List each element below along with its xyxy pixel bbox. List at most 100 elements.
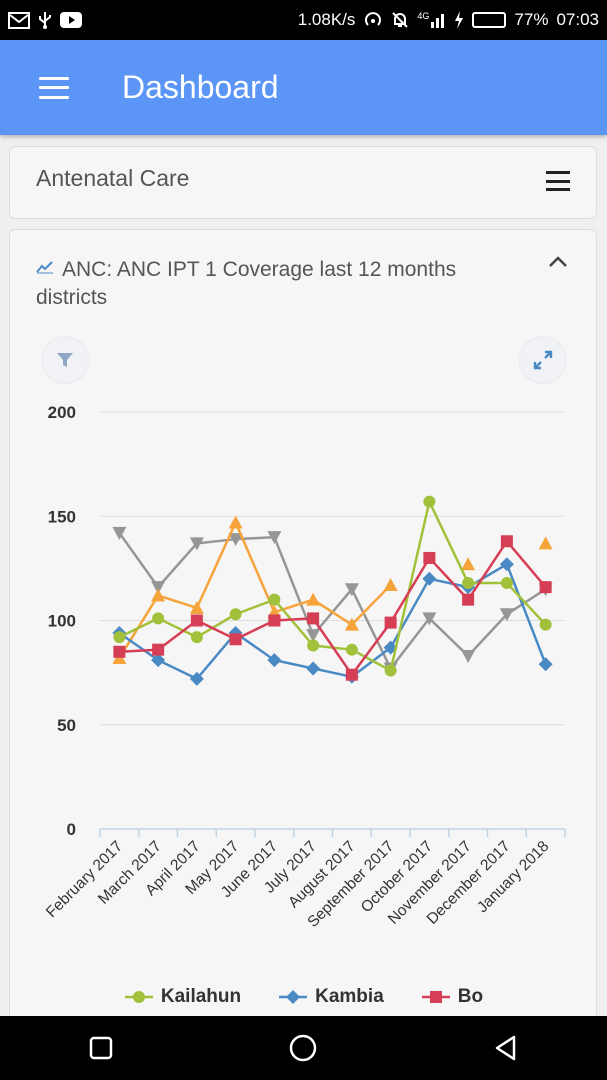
data-point (151, 653, 166, 668)
data-point (462, 576, 475, 589)
legend-marker (421, 991, 450, 1003)
data-point (152, 643, 165, 656)
data-point (499, 608, 514, 622)
y-tick-label: 200 (48, 403, 76, 422)
data-point (190, 614, 203, 627)
recents-icon (89, 1036, 113, 1060)
signal-icon: 4G (417, 12, 446, 28)
data-point (384, 664, 397, 677)
back-icon (495, 1035, 516, 1061)
data-point (499, 557, 514, 572)
system-nav-bar (0, 1016, 607, 1080)
legend-marker (279, 990, 308, 1004)
charging-icon (455, 11, 464, 29)
data-point (344, 617, 359, 631)
chart-card-title: ANC: ANC IPT 1 Coverage last 12 months d… (36, 256, 526, 312)
recents-button[interactable] (71, 1023, 131, 1073)
data-point (345, 668, 358, 681)
data-point (384, 616, 397, 629)
data-point (539, 581, 552, 594)
data-point (112, 526, 127, 540)
legend-item[interactable]: Kambia (279, 986, 384, 1008)
status-bar: 1.08K/s 4G 77% 07:03 (0, 0, 607, 40)
data-point (345, 643, 358, 656)
clock: 07:03 (556, 10, 599, 29)
data-point (132, 991, 145, 1003)
series-line (119, 540, 547, 676)
hotspot-icon (365, 12, 382, 26)
fullscreen-button[interactable] (519, 336, 567, 384)
data-point (189, 537, 204, 551)
data-point (229, 633, 242, 646)
data-point (229, 608, 242, 621)
network-speed: 1.08K/s (297, 10, 356, 29)
home-icon (290, 1034, 317, 1062)
data-point (423, 551, 436, 564)
usb-icon (39, 12, 51, 29)
data-point (267, 531, 282, 545)
data-point (344, 583, 359, 597)
data-point (268, 614, 281, 627)
data-point (539, 618, 552, 631)
chart-legend: Kailahun Kambia Bo (10, 986, 598, 1008)
data-point (423, 495, 436, 508)
data-point (306, 592, 321, 606)
data-point (151, 581, 166, 595)
data-point (306, 629, 321, 643)
menu-icon[interactable] (39, 76, 69, 99)
series-line (119, 523, 545, 659)
page-title: Dashboard (122, 69, 279, 105)
data-point (306, 661, 321, 676)
data-point (422, 612, 437, 626)
data-point (152, 612, 165, 625)
battery-percent: 77% (514, 10, 549, 29)
data-point (113, 645, 126, 658)
y-tick-label: 150 (48, 507, 76, 526)
gmail-icon (8, 11, 30, 29)
chart-type-icon (36, 261, 53, 274)
data-point (307, 639, 320, 652)
chart-title-text: ANC: ANC IPT 1 Coverage last 12 months d… (36, 258, 457, 309)
data-point (268, 593, 281, 606)
data-point (151, 588, 166, 602)
notifications-off-icon (392, 12, 409, 28)
home-button[interactable] (273, 1023, 333, 1073)
network-type: 4G (417, 11, 430, 21)
app-bar: Dashboard (0, 40, 607, 135)
legend-label: Bo (457, 986, 484, 1007)
legend-label: Kambia (315, 986, 384, 1007)
dashboard-selector-card[interactable]: Antenatal Care (9, 146, 597, 219)
data-point (429, 991, 442, 1003)
data-point (461, 557, 476, 571)
chart-card: 200 150 100 50 0 February 2017 March 2017 April… (9, 229, 597, 1029)
filter-icon (57, 353, 73, 367)
data-point (189, 671, 204, 686)
data-point (462, 593, 475, 606)
data-point (538, 657, 553, 672)
legend-label: Kailahun (160, 986, 242, 1007)
legend-item[interactable]: Bo (421, 986, 484, 1008)
dashboard-menu-icon[interactable] (546, 171, 570, 191)
data-point (113, 631, 126, 644)
data-point (307, 612, 320, 625)
data-point (267, 653, 282, 668)
data-point (190, 631, 203, 644)
data-point (500, 576, 513, 589)
status-bar-right: 1.08K/s 4G 77% 07:03 (298, 10, 599, 30)
dashboard-name: Antenatal Care (36, 165, 190, 191)
legend-marker (124, 991, 153, 1003)
data-point (383, 578, 398, 592)
y-tick-label: 50 (57, 716, 76, 735)
y-tick-label: 100 (48, 612, 76, 631)
collapse-chevron-icon[interactable] (546, 252, 570, 272)
legend-item[interactable]: Kailahun (124, 986, 242, 1008)
data-point (228, 533, 243, 547)
expand-icon (533, 350, 553, 370)
youtube-icon (60, 12, 82, 28)
y-tick-label: 0 (67, 820, 76, 839)
back-button[interactable] (476, 1023, 536, 1073)
data-point (286, 990, 301, 1004)
status-bar-left (8, 11, 82, 29)
filter-button[interactable] (41, 336, 89, 384)
